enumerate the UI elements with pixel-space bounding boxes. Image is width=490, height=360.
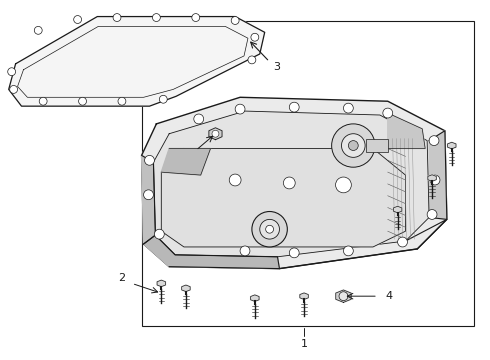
Circle shape [252,212,287,247]
Polygon shape [142,156,155,244]
Circle shape [194,114,204,124]
Circle shape [283,177,295,189]
Polygon shape [161,148,406,247]
Circle shape [39,97,47,105]
Polygon shape [250,295,259,301]
Bar [142,21,474,326]
Circle shape [332,124,375,167]
Circle shape [429,136,439,145]
Polygon shape [9,17,265,106]
Circle shape [427,210,437,219]
Text: 4: 4 [386,291,393,301]
Circle shape [113,14,121,22]
Polygon shape [388,113,425,148]
Circle shape [235,104,245,114]
Polygon shape [336,290,351,302]
Circle shape [144,190,153,200]
Polygon shape [393,206,402,213]
Circle shape [266,225,273,233]
Circle shape [348,141,358,150]
Circle shape [343,103,353,113]
Polygon shape [153,111,429,257]
Circle shape [118,97,126,105]
Circle shape [336,177,351,193]
Circle shape [78,97,86,105]
Polygon shape [142,97,447,269]
Circle shape [231,17,239,24]
Polygon shape [428,175,436,181]
Text: 5: 5 [180,153,188,163]
Circle shape [192,14,200,22]
Polygon shape [209,128,222,140]
Polygon shape [182,285,190,292]
Circle shape [8,68,16,76]
Polygon shape [157,280,166,287]
Circle shape [430,175,440,185]
Circle shape [145,156,154,165]
Polygon shape [447,142,456,149]
Text: 1: 1 [300,339,308,350]
Polygon shape [300,293,308,300]
Circle shape [260,219,279,239]
Bar [366,139,388,152]
Circle shape [342,134,365,157]
Circle shape [240,246,250,256]
Text: 2: 2 [119,274,125,283]
Circle shape [34,26,42,34]
Circle shape [10,85,18,93]
Circle shape [159,95,167,103]
Text: 3: 3 [273,62,280,72]
Circle shape [397,237,408,247]
Circle shape [339,292,348,301]
Circle shape [248,56,256,64]
Circle shape [229,174,241,186]
Circle shape [289,102,299,112]
Circle shape [343,246,353,256]
Polygon shape [144,235,279,269]
Circle shape [212,130,219,137]
Circle shape [74,15,81,23]
Circle shape [152,14,160,22]
Polygon shape [429,131,447,219]
Circle shape [154,229,164,239]
Circle shape [251,33,259,41]
Polygon shape [161,148,211,175]
Circle shape [289,248,299,258]
Circle shape [383,108,392,118]
